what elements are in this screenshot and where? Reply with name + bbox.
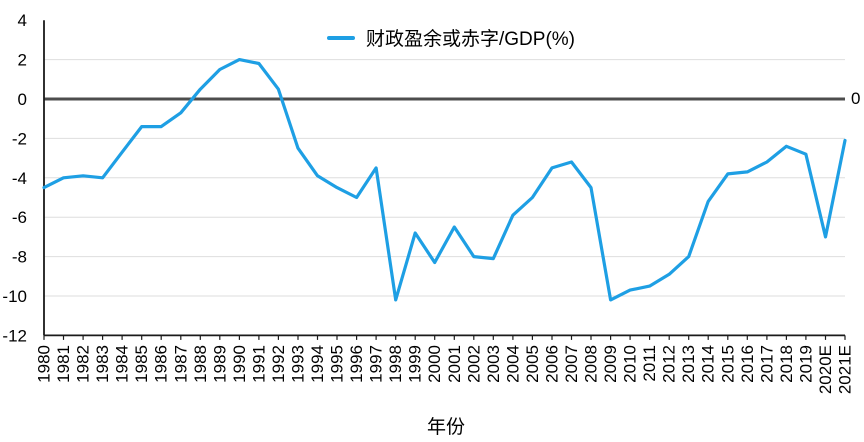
x-tick-label: 1986 xyxy=(152,345,171,383)
x-tick-label: 2004 xyxy=(503,345,522,383)
x-tick-label: 1991 xyxy=(249,345,268,383)
x-tick-label: 2020E xyxy=(816,345,835,394)
y-tick-label: 4 xyxy=(18,11,27,30)
x-tick-label: 2001 xyxy=(445,345,464,383)
x-tick-label: 1997 xyxy=(367,345,386,383)
y-tick-label: -2 xyxy=(12,129,27,148)
legend-label: 财政盈余或赤字/GDP(%) xyxy=(366,29,576,50)
x-tick-label: 2014 xyxy=(699,345,718,383)
y-tick-label: -6 xyxy=(12,208,27,227)
x-tick-label: 1988 xyxy=(191,345,210,383)
x-tick-label: 2016 xyxy=(738,345,757,383)
x-tick-label: 2009 xyxy=(601,345,620,383)
x-tick-label: 1982 xyxy=(74,345,93,383)
x-tick-label: 2003 xyxy=(484,345,503,383)
y-tick-label: -12 xyxy=(2,326,27,345)
x-tick-label: 1995 xyxy=(328,345,347,383)
x-tick-label: 2013 xyxy=(679,345,698,383)
x-tick-label: 1999 xyxy=(406,345,425,383)
y-tick-label: -10 xyxy=(2,287,27,306)
y-tick-label: -8 xyxy=(12,248,27,267)
x-tick-label: 1992 xyxy=(269,345,288,383)
series-line xyxy=(42,57,847,302)
x-tick-label: 2019 xyxy=(796,345,815,383)
x-tick-label: 1990 xyxy=(230,345,249,383)
x-tick-label: 2008 xyxy=(582,345,601,383)
x-tick-label: 1993 xyxy=(289,345,308,383)
x-axis-title: 年份 xyxy=(426,417,466,438)
x-tick-label: 2005 xyxy=(523,345,542,383)
x-tick-label: 1989 xyxy=(210,345,229,383)
right-zero-label: 0 xyxy=(851,89,861,108)
x-tick-label: 2018 xyxy=(777,345,796,383)
y-tick-label: 0 xyxy=(18,90,27,109)
x-tick-label: 2000 xyxy=(425,345,444,383)
legend-line-marker xyxy=(327,35,355,40)
x-tick-label: 2015 xyxy=(718,345,737,383)
x-tick-label: 1983 xyxy=(93,345,112,383)
x-tick-label: 2006 xyxy=(543,345,562,383)
x-tick-label: 2007 xyxy=(562,345,581,383)
x-tick-label: 1985 xyxy=(132,345,151,383)
legend: 财政盈余或赤字/GDP(%) xyxy=(327,24,575,51)
y-tick-label: 2 xyxy=(18,51,27,70)
x-tick-label: 2010 xyxy=(621,345,640,383)
x-tick-label: 1998 xyxy=(386,345,405,383)
x-tick-label: 2021E xyxy=(836,345,855,394)
y-tick-label: -4 xyxy=(12,169,27,188)
x-tick-label: 2011 xyxy=(640,345,659,382)
x-tick-label: 2012 xyxy=(660,345,679,383)
x-tick-label: 1996 xyxy=(347,345,366,383)
x-tick-label: 1984 xyxy=(113,345,132,383)
x-tick-label: 1987 xyxy=(171,345,190,383)
x-tick-label: 2017 xyxy=(757,345,776,383)
x-tick-label: 1994 xyxy=(308,345,327,383)
x-tick-label: 2002 xyxy=(464,345,483,383)
x-tick-label: 1981 xyxy=(54,345,73,383)
x-tick-label: 1980 xyxy=(35,345,54,383)
